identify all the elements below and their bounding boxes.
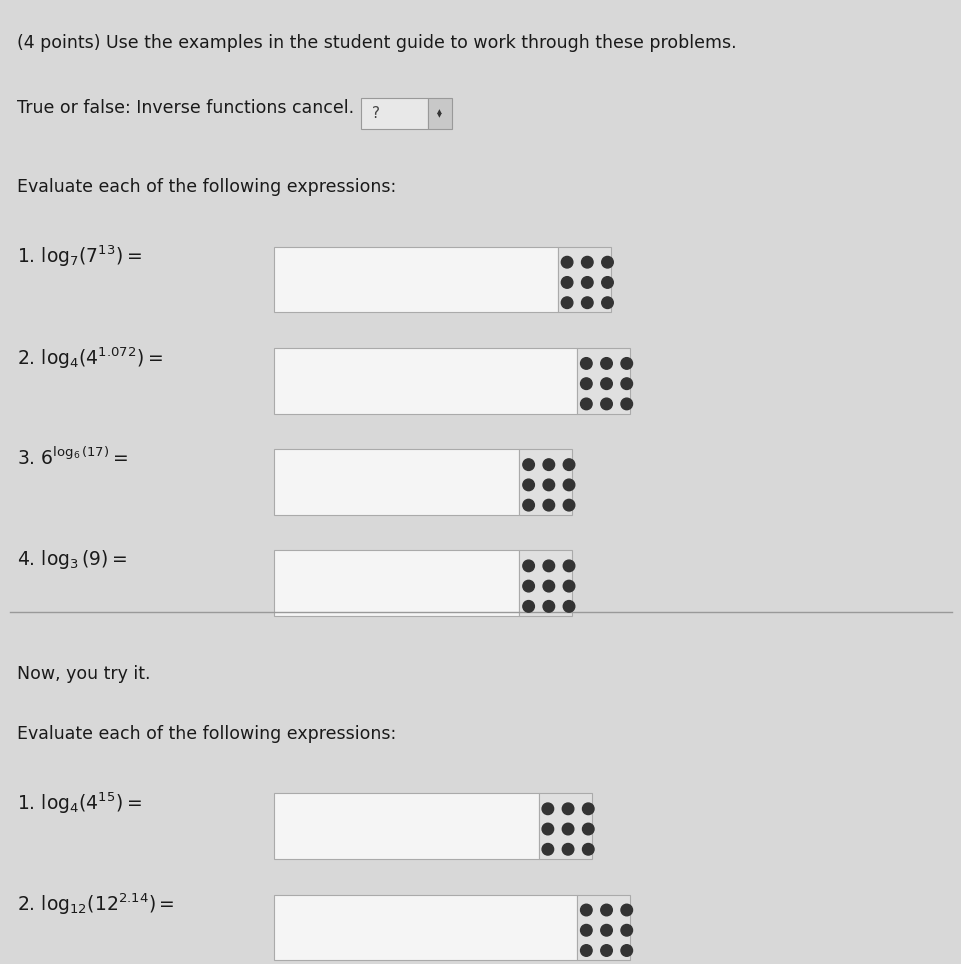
Circle shape [621,378,632,389]
Circle shape [579,945,592,956]
Bar [428,98,452,129]
Circle shape [602,256,613,268]
Circle shape [542,580,554,592]
Circle shape [581,803,594,815]
Circle shape [621,358,632,369]
Text: (4 points) Use the examples in the student guide to work through these problems.: (4 points) Use the examples in the stude… [17,34,736,52]
Circle shape [621,945,632,956]
Bar [557,247,610,312]
Circle shape [522,499,534,511]
Circle shape [579,398,592,410]
Circle shape [600,904,612,916]
Circle shape [580,256,592,268]
Circle shape [522,580,534,592]
Circle shape [581,844,594,855]
Text: ▲
▼: ▲ ▼ [437,109,441,119]
Circle shape [560,297,573,308]
Bar [519,550,572,616]
Circle shape [562,601,575,612]
Circle shape [562,459,575,470]
Circle shape [542,560,554,572]
Circle shape [561,823,573,835]
Circle shape [580,277,592,288]
Circle shape [600,358,612,369]
Circle shape [621,398,632,410]
Bar [274,550,519,616]
Bar [577,895,629,960]
Circle shape [541,844,554,855]
Text: True or false: Inverse functions cancel.: True or false: Inverse functions cancel. [17,99,354,118]
Circle shape [522,459,534,470]
Circle shape [579,924,592,936]
Circle shape [541,823,554,835]
Bar [274,348,577,414]
Circle shape [600,945,612,956]
Text: 2. $\log_{12}\!(12^{2.14}) =$: 2. $\log_{12}\!(12^{2.14}) =$ [17,892,175,917]
Circle shape [579,358,592,369]
Circle shape [562,479,575,491]
Circle shape [600,378,612,389]
Circle shape [600,398,612,410]
Circle shape [522,601,534,612]
Circle shape [602,277,613,288]
Circle shape [580,297,592,308]
Text: Evaluate each of the following expressions:: Evaluate each of the following expressio… [17,178,396,197]
Circle shape [561,844,573,855]
Circle shape [560,277,573,288]
Circle shape [579,904,592,916]
Text: 4. $\log_3(9) =$: 4. $\log_3(9) =$ [17,548,128,571]
Text: Now, you try it.: Now, you try it. [17,665,151,683]
Bar [274,247,557,312]
Text: 3. $6^{\log_6(17)} =$: 3. $6^{\log_6(17)} =$ [17,446,129,469]
Circle shape [560,256,573,268]
Circle shape [522,560,534,572]
Circle shape [542,459,554,470]
Circle shape [600,924,612,936]
Bar [274,895,577,960]
Bar [360,98,428,129]
Circle shape [562,560,575,572]
Text: ?: ? [372,106,380,121]
Bar [577,348,629,414]
Circle shape [602,297,613,308]
Circle shape [621,904,632,916]
Text: Evaluate each of the following expressions:: Evaluate each of the following expressio… [17,725,396,743]
Circle shape [561,803,573,815]
Circle shape [562,499,575,511]
Bar [519,449,572,515]
Circle shape [562,580,575,592]
Circle shape [581,823,594,835]
Text: 2. $\log_4\!(4^{1.072}) =$: 2. $\log_4\!(4^{1.072}) =$ [17,345,163,370]
Text: 1. $\log_4\!(4^{15}) =$: 1. $\log_4\!(4^{15}) =$ [17,790,142,816]
Circle shape [542,499,554,511]
Circle shape [579,378,592,389]
Bar [538,793,591,859]
Text: 1. $\log_7\!(7^{13}) =$: 1. $\log_7\!(7^{13}) =$ [17,244,142,269]
Circle shape [542,479,554,491]
Circle shape [542,601,554,612]
Circle shape [541,803,554,815]
Bar [274,793,538,859]
Circle shape [621,924,632,936]
Circle shape [522,479,534,491]
Bar [274,449,519,515]
